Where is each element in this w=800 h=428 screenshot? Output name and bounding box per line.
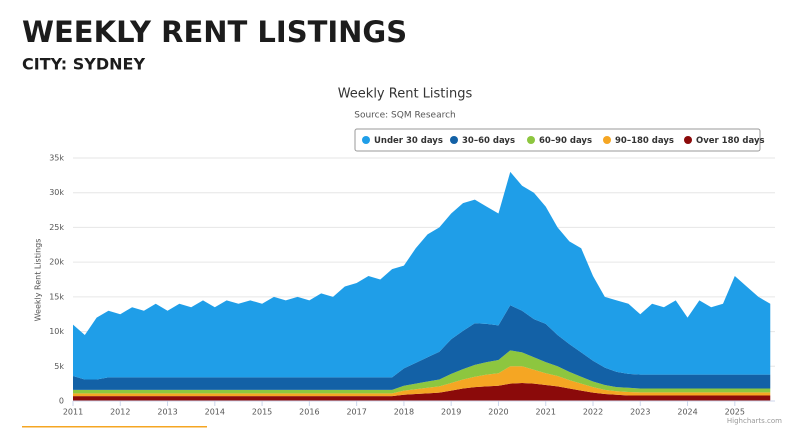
legend-label: 90–180 days — [615, 136, 674, 146]
x-tick-label: 2021 — [536, 408, 556, 417]
legend-label: Under 30 days — [374, 136, 443, 146]
y-tick-label: 35k — [49, 154, 64, 163]
y-tick-label: 20k — [49, 258, 64, 267]
y-tick-label: 0 — [59, 397, 64, 406]
y-tick-label: 30k — [49, 188, 64, 197]
x-tick-label: 2023 — [630, 408, 650, 417]
x-tick-label: 2012 — [110, 408, 130, 417]
legend-marker — [362, 136, 370, 144]
page-title: WEEKLY RENT LISTINGS — [22, 15, 407, 49]
x-tick-label: 2024 — [677, 408, 697, 417]
x-tick-label: 2025 — [725, 408, 745, 417]
chart-subtitle: Source: SQM Research — [354, 111, 456, 121]
y-tick-label: 25k — [49, 223, 64, 232]
legend-label: 60–90 days — [539, 136, 592, 146]
x-tick-label: 2019 — [441, 408, 461, 417]
legend-box — [354, 128, 761, 152]
legend-label: Over 180 days — [696, 136, 765, 146]
area-series — [73, 171, 771, 380]
y-tick-label: 5k — [54, 362, 64, 371]
credits: Highcharts.com — [727, 417, 782, 425]
legend-label: 30–60 days — [462, 136, 515, 146]
page-subtitle: CITY: SYDNEY — [22, 55, 145, 74]
chart-title: Weekly Rent Listings — [338, 87, 473, 102]
x-tick-label: 2022 — [583, 408, 603, 417]
x-tick-label: 2016 — [299, 408, 319, 417]
x-tick-label: 2013 — [157, 408, 177, 417]
y-tick-label: 10k — [49, 327, 64, 336]
decor-line — [22, 426, 207, 428]
area-series — [73, 350, 771, 394]
area-series — [73, 305, 771, 390]
y-axis-title: Weekly Rent Listings — [34, 239, 43, 322]
legend-marker — [603, 136, 611, 144]
y-tick-label: 15k — [49, 292, 64, 301]
x-tick-label: 2018 — [394, 408, 414, 417]
x-tick-label: 2015 — [252, 408, 272, 417]
x-tick-label: 2011 — [63, 408, 83, 417]
area-series — [73, 366, 771, 397]
legend-marker — [450, 136, 458, 144]
legend-marker — [527, 136, 535, 144]
legend-marker — [684, 136, 692, 144]
x-tick-label: 2014 — [205, 408, 225, 417]
x-tick-label: 2020 — [488, 408, 508, 417]
area-series — [73, 382, 771, 401]
x-tick-label: 2017 — [346, 408, 366, 417]
